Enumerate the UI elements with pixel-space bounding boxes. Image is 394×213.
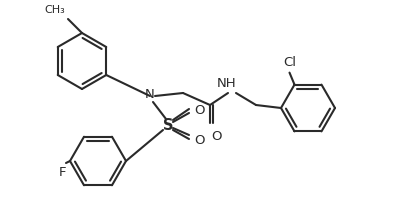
Text: Cl: Cl	[283, 56, 296, 69]
Text: O: O	[194, 134, 204, 147]
Text: CH₃: CH₃	[44, 5, 65, 15]
Text: O: O	[194, 105, 204, 118]
Text: NH: NH	[217, 77, 237, 90]
Text: F: F	[59, 166, 67, 179]
Text: O: O	[211, 130, 221, 143]
Text: N: N	[145, 88, 155, 102]
Text: S: S	[163, 118, 173, 132]
